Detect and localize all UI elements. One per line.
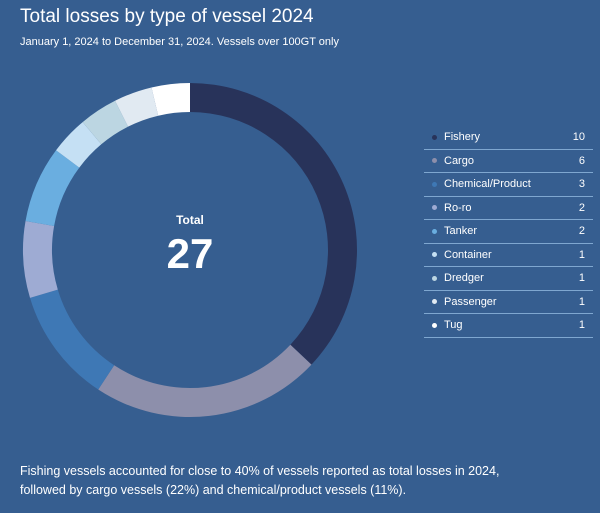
legend-value: 2 [578, 225, 585, 238]
legend-item-chemical-product: Chemical/Product 3 [424, 173, 593, 197]
legend-label: Chemical/Product [444, 178, 531, 191]
donut-chart: Total 27 [23, 83, 357, 418]
donut-slice-container [56, 122, 102, 168]
legend-swatch [432, 275, 437, 281]
donut-slice-chemical-product [30, 289, 115, 390]
donut-slice-tanker [25, 150, 80, 227]
legend-label: Ro-ro [444, 201, 472, 214]
legend-value: 1 [578, 248, 585, 261]
legend-swatch [432, 228, 437, 234]
legend-value: 2 [578, 201, 585, 214]
total-label: Total [176, 213, 204, 227]
legend-label: Container [444, 248, 492, 261]
caption-line-1: Fishing vessels accounted for close to 4… [20, 464, 500, 478]
legend-item-tug: Tug 1 [424, 314, 593, 338]
donut-slices [23, 83, 357, 418]
legend-swatch [432, 181, 437, 187]
legend-label: Fishery [444, 131, 481, 144]
legend-value: 3 [578, 178, 585, 191]
legend-item-cargo: Cargo 6 [424, 150, 593, 173]
total-value: 27 [167, 230, 214, 277]
legend-value: 1 [578, 295, 585, 308]
donut-slice-passenger [115, 87, 159, 127]
legend-value: 10 [572, 131, 585, 144]
legend-label: Cargo [444, 154, 474, 167]
legend-item-ro-ro: Ro-ro 2 [424, 197, 593, 220]
legend-swatch [432, 158, 437, 164]
chart-legend: Fishery 10 Cargo 6 Chemical/Product 3 Ro-ro 2 Ta… [424, 126, 593, 338]
donut-slice-dredger [82, 100, 129, 145]
donut-slice-ro-ro [23, 221, 58, 298]
legend-label: Tanker [444, 225, 478, 238]
legend-value: 1 [578, 272, 585, 285]
legend-value: 6 [578, 154, 585, 167]
legend-label: Dredger [444, 272, 484, 285]
chart-subtitle: January 1, 2024 to December 31, 2024. Ve… [20, 36, 339, 48]
donut-slice-fishery [190, 83, 357, 365]
donut-slice-tug [151, 83, 190, 116]
legend-item-tanker: Tanker 2 [424, 220, 593, 244]
legend-value: 1 [578, 319, 585, 332]
legend-item-container: Container 1 [424, 244, 593, 267]
legend-item-dredger: Dredger 1 [424, 267, 593, 291]
legend-label: Tug [444, 319, 463, 332]
legend-swatch [432, 205, 437, 211]
legend-swatch [432, 134, 437, 140]
donut-slice-cargo [98, 344, 312, 418]
legend-swatch [432, 322, 437, 328]
legend-label: Passenger [444, 295, 497, 308]
chart-caption: Fishing vessels accounted for close to 4… [20, 462, 590, 500]
legend-swatch [432, 299, 437, 305]
caption-line-2: followed by cargo vessels (22%) and chem… [20, 483, 407, 497]
legend-item-passenger: Passenger 1 [424, 291, 593, 314]
legend-swatch [432, 252, 437, 258]
legend-item-fishery: Fishery 10 [424, 126, 593, 150]
chart-title: Total losses by type of vessel 2024 [20, 6, 314, 27]
